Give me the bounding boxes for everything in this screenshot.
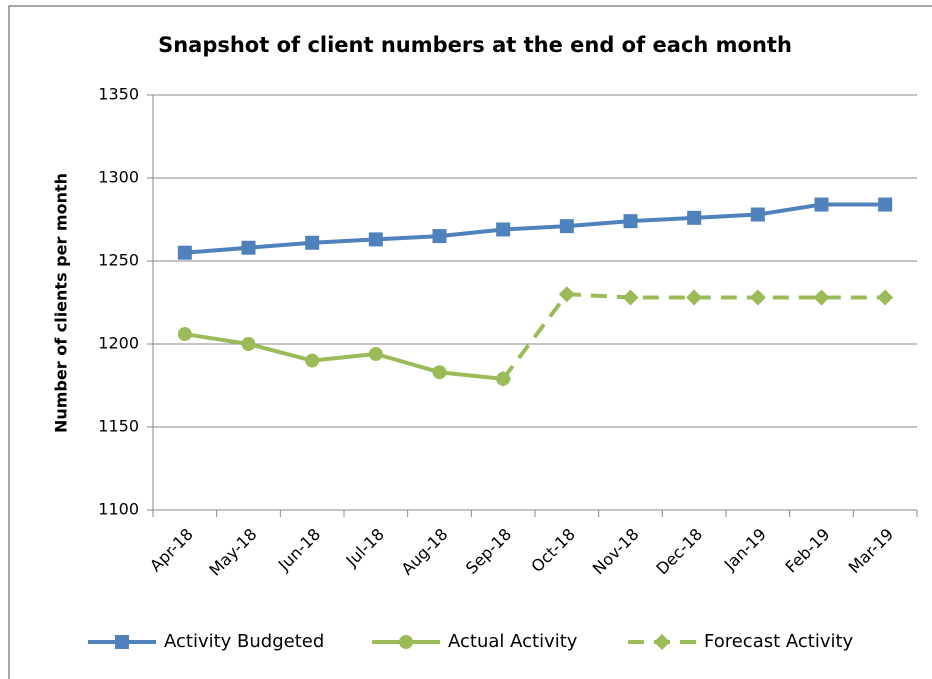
data-point: [368, 346, 383, 361]
legend-label: Forecast Activity: [704, 631, 854, 652]
legend-marker: [399, 635, 413, 649]
data-point: [813, 289, 830, 306]
legend-label: Activity Budgeted: [164, 631, 324, 652]
data-point: [241, 240, 256, 255]
data-point: [877, 289, 894, 306]
data-point: [368, 232, 383, 247]
data-point: [432, 229, 447, 244]
data-point: [177, 245, 192, 260]
data-point: [432, 365, 447, 380]
series-line: [184, 332, 504, 381]
data-point: [686, 289, 703, 306]
data-point: [559, 219, 574, 234]
data-point: [241, 337, 256, 351]
data-point: [878, 197, 893, 212]
y-tick-label: 1100: [98, 500, 139, 519]
data-point: [496, 222, 511, 237]
legend-label: Actual Activity: [448, 631, 578, 652]
data-point: [749, 289, 766, 306]
legend-marker: [654, 634, 670, 650]
data-point: [622, 289, 639, 306]
y-tick-label: 1200: [98, 334, 139, 353]
legend-marker: [115, 635, 129, 649]
data-point: [814, 197, 829, 212]
data-point: [177, 327, 192, 342]
data-point: [305, 353, 320, 368]
y-axis-label: Number of clients per month: [52, 173, 71, 433]
y-tick-label: 1250: [98, 251, 139, 270]
chart-frame: [8, 5, 932, 679]
chart-title: Snapshot of client numbers at the end of…: [158, 33, 792, 57]
y-tick-label: 1150: [98, 417, 139, 436]
data-point: [558, 286, 575, 303]
data-point: [623, 214, 638, 229]
y-tick-label: 1350: [98, 85, 139, 104]
data-point: [496, 371, 511, 386]
data-point: [687, 210, 702, 225]
series-line: [184, 202, 886, 255]
data-point: [750, 207, 765, 222]
data-point: [305, 235, 320, 250]
y-tick-label: 1300: [98, 168, 139, 187]
